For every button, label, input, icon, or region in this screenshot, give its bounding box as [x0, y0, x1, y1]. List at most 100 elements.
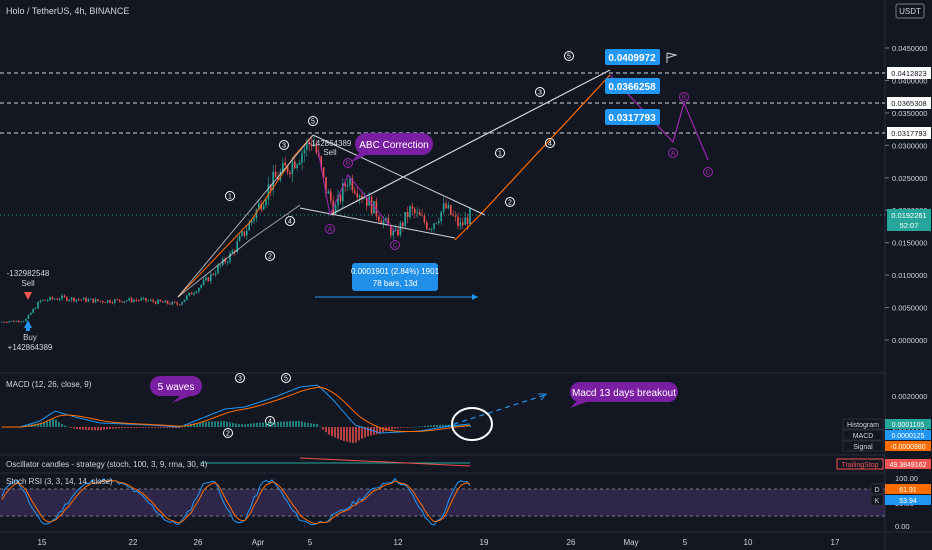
candle-body [397, 229, 399, 236]
candle-body [157, 299, 159, 304]
target-label [605, 49, 660, 65]
candle-body [80, 299, 82, 301]
candle-body [44, 299, 46, 301]
candle-body [58, 299, 61, 300]
macd-badge-name: Signal [853, 444, 873, 451]
impulse-lower [177, 204, 301, 298]
histogram-bar [55, 419, 57, 427]
candle-body [258, 203, 260, 210]
wave-count-circle-label: 3 [282, 143, 286, 150]
stoch-d-line [1, 479, 471, 525]
histogram-bar [244, 424, 246, 427]
candle-body [111, 302, 114, 304]
wave-projection-circle-label: 2 [508, 200, 512, 207]
candle-body [308, 141, 310, 144]
histogram-bar [262, 422, 264, 427]
candle-body [147, 300, 150, 302]
candle-body [282, 162, 284, 172]
candle-body [442, 203, 445, 212]
osc-line-red [299, 457, 471, 467]
histogram-bar [346, 427, 348, 442]
price-tick: 0.0400000 [892, 76, 927, 85]
histogram-bar [154, 427, 156, 428]
histogram-bar [340, 427, 342, 441]
candle-body [226, 261, 229, 263]
candle-body [202, 280, 205, 285]
histogram-bar [247, 423, 249, 427]
macd-wave-circle [235, 373, 245, 383]
candle-body [430, 228, 433, 230]
candle-body [114, 299, 116, 303]
candle-body [85, 297, 87, 302]
correction-circle [325, 224, 335, 234]
histogram-bar [166, 427, 168, 428]
candle-body [250, 220, 253, 223]
candle-body [238, 235, 241, 242]
histogram-bar [439, 424, 441, 427]
macd-wave-circle-label: 3 [238, 376, 242, 383]
histogram-bar [427, 425, 429, 427]
axis-target-value: 0.0412823 [891, 69, 926, 78]
candle-body [426, 222, 428, 229]
candle-body [433, 223, 435, 229]
histogram-bar [94, 427, 96, 431]
time-axis: 15 22 26 Apr 5 12 19 26 May 5 10 17 [38, 538, 840, 547]
histogram-bar [82, 427, 84, 430]
candle-body [354, 190, 356, 194]
candle-body [274, 171, 277, 178]
candle-body [334, 205, 337, 214]
histogram-bar [319, 426, 321, 428]
histogram-bar [52, 419, 54, 427]
price-tick: 0.0100000 [892, 271, 927, 280]
candle-body [162, 301, 164, 303]
macd-wave-circle [281, 373, 291, 383]
candle-body [243, 231, 246, 236]
candle-body [466, 217, 469, 224]
candle-body [392, 230, 394, 236]
axis-target-badge [887, 67, 931, 79]
histogram-bar [205, 421, 207, 427]
candle-body [82, 297, 85, 300]
candle-body [123, 301, 126, 303]
candle-body [459, 222, 462, 226]
future-correction-circle-label: C [705, 170, 710, 177]
candle-body [104, 302, 106, 304]
candle-body [164, 300, 166, 303]
histogram-bar [265, 422, 267, 427]
candle-body [301, 153, 303, 163]
axis-target-value: 0.0365308 [891, 99, 926, 108]
candle-body [169, 303, 171, 305]
stoch-k-line [1, 477, 471, 526]
histogram-bar [307, 422, 309, 427]
candle-body [320, 156, 322, 168]
histogram-bar [310, 423, 312, 427]
candle-body [174, 301, 176, 303]
candle-body [445, 203, 447, 209]
histogram-bar [139, 427, 141, 428]
macd-badge-value [885, 430, 931, 440]
histogram-bar [85, 427, 87, 430]
candle-body [454, 215, 457, 217]
wave-projection-circle [564, 51, 574, 61]
candle-body [193, 293, 195, 295]
measure-box [352, 263, 438, 291]
correction-circle [390, 240, 400, 250]
future-correction-path [609, 74, 709, 161]
histogram-bar [148, 427, 150, 428]
candles [1, 135, 471, 324]
histogram-bar [280, 421, 282, 427]
macd-badge-value [885, 441, 931, 451]
candle-body [462, 222, 464, 225]
candle-body [438, 221, 440, 223]
candle-body [219, 264, 222, 266]
histogram-bar [58, 422, 60, 427]
candle-body [200, 284, 202, 288]
histogram-bar [325, 427, 327, 433]
candle-body [373, 201, 375, 214]
stoch-badge-name: D [874, 487, 879, 494]
candle-body [145, 297, 147, 301]
candle-body [349, 178, 351, 186]
future-correction-circle-label: B [682, 95, 687, 102]
candle-body [327, 191, 330, 194]
